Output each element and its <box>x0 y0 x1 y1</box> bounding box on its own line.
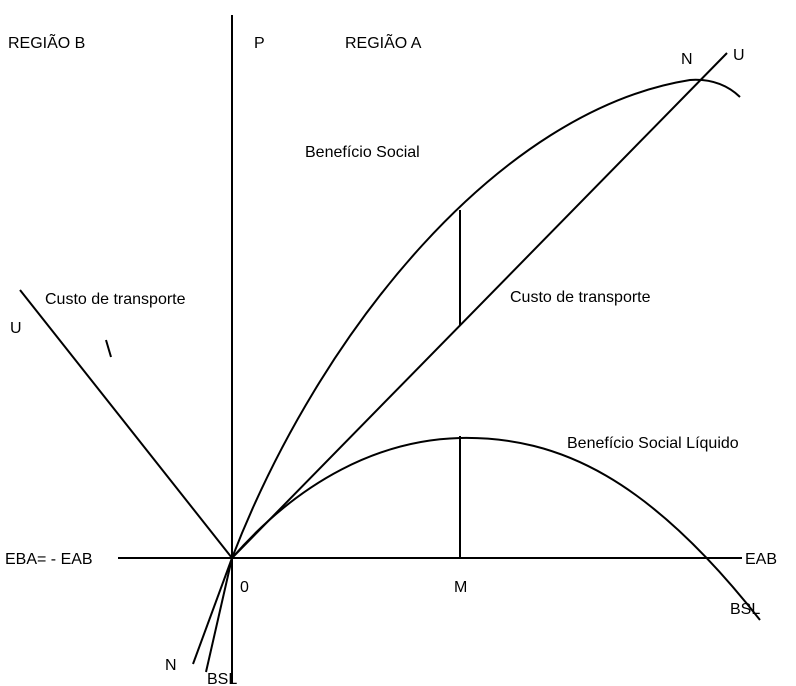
label: Benefício Social <box>305 144 420 161</box>
label: P <box>254 35 265 52</box>
label: BSL <box>730 601 760 618</box>
label-pointer <box>105 339 112 358</box>
label: EBA= - EAB <box>5 551 93 568</box>
label: Custo de transporte <box>510 289 651 306</box>
social-benefit-curve <box>231 78 741 559</box>
label: BSL <box>207 671 237 686</box>
label: REGIÃO A <box>345 32 422 52</box>
label: Benefício Social Líquido <box>567 435 739 452</box>
label: U <box>733 47 745 64</box>
label: Custo de transporte <box>45 291 186 308</box>
label: EAB <box>745 551 777 568</box>
label: REGIÃO B <box>8 32 85 52</box>
net-social-benefit-curve <box>231 436 761 621</box>
label: M <box>454 579 467 596</box>
label: N <box>165 657 177 674</box>
bsl-line <box>205 557 233 673</box>
label: 0 <box>240 579 249 596</box>
transport-cost-line-b <box>19 289 233 559</box>
n-line <box>192 557 233 665</box>
transport-cost-line-a <box>231 52 728 559</box>
label: N <box>681 51 693 68</box>
label: U <box>10 320 22 337</box>
